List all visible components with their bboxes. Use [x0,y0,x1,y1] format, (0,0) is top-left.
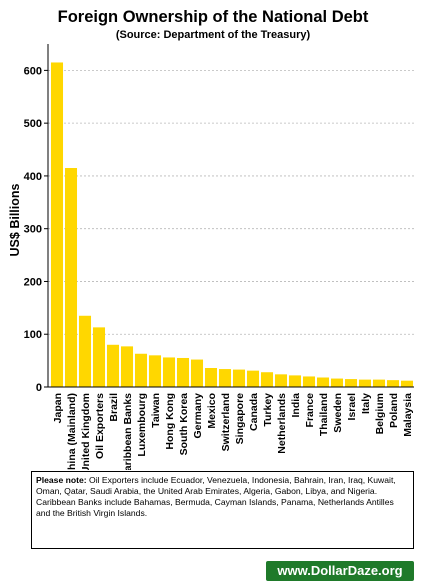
bar [176,357,190,387]
x-tick-label: Mexico [206,393,218,429]
x-tick-label: Sweden [332,393,344,433]
bar [204,368,218,387]
bar [288,375,302,387]
bar [386,380,400,387]
x-tick-label: India [290,393,302,418]
bar [92,327,106,387]
note-box: Please note: Oil Exporters include Ecuad… [31,471,414,549]
bar [162,357,176,387]
x-tick-label: Israel [346,393,358,421]
bar [260,372,274,387]
y-tick-label: 300 [24,224,42,236]
y-tick-label: 600 [24,65,42,77]
x-tick-label: Taiwan [150,393,162,428]
y-axis-ticks: 0 100 200 300 400 500 600 [24,65,48,394]
y-tick-label: 200 [24,276,42,288]
chart-subtitle: (Source: Department of the Treasury) [116,29,311,41]
bar [134,353,148,387]
bar [106,344,120,387]
bar [274,374,288,387]
axes [47,44,414,388]
x-tick-label: China (Mainland) [66,393,78,470]
x-tick-label: Netherlands [276,393,288,454]
x-tick-label: South Korea [178,393,190,456]
note-label: Please note: [36,475,87,485]
y-tick-label: 400 [24,171,42,183]
x-tick-label: Hong Kong [164,393,176,450]
note-text: Oil Exporters include Ecuador, Venezuela… [36,475,396,518]
x-tick-label: United Kingdom [80,393,92,470]
site-badge[interactable]: www.DollarDaze.org [266,561,414,581]
x-tick-label: Singapore [234,393,246,445]
bar [316,377,330,387]
bar [302,376,316,387]
x-tick-label: Japan [52,393,64,423]
bar [232,369,246,387]
bar [64,168,78,387]
y-tick-label: 500 [24,118,42,130]
bar [330,378,344,387]
bar [218,369,232,387]
y-tick-label: 0 [36,382,42,394]
bar [246,370,260,387]
x-tick-label: Belgium [374,393,386,434]
x-axis-labels: Japan China (Mainland) United Kingdom Oil E… [52,393,414,470]
x-tick-label: Germany [192,393,204,439]
x-tick-label: Caribbean Banks [122,393,134,470]
bar [120,346,134,387]
x-tick-label: Thailand [318,393,330,436]
bar [344,379,358,387]
x-tick-label: Oil Exporters [94,393,106,459]
x-tick-label: Brazil [108,393,120,422]
x-tick-label: Italy [360,393,372,414]
y-axis-label: US$ Billions [8,183,22,256]
gridlines [48,69,414,335]
bar [358,379,372,387]
x-tick-label: Canada [248,393,260,431]
x-tick-label: Turkey [262,393,274,427]
x-tick-label: Luxembourg [136,393,148,457]
x-tick-label: France [304,393,316,428]
bar [190,359,204,387]
x-tick-label: Switzerland [220,393,232,451]
x-tick-label: Poland [388,393,400,428]
y-tick-label: 100 [24,329,42,341]
bar [78,315,92,387]
bar [148,355,162,387]
x-tick-label: Malaysia [402,393,414,437]
bar [50,62,64,387]
chart-title: Foreign Ownership of the National Debt [58,8,369,26]
chart: Foreign Ownership of the National Debt (… [8,8,414,470]
bar [400,380,414,387]
bars [50,62,414,387]
bar [372,379,386,387]
